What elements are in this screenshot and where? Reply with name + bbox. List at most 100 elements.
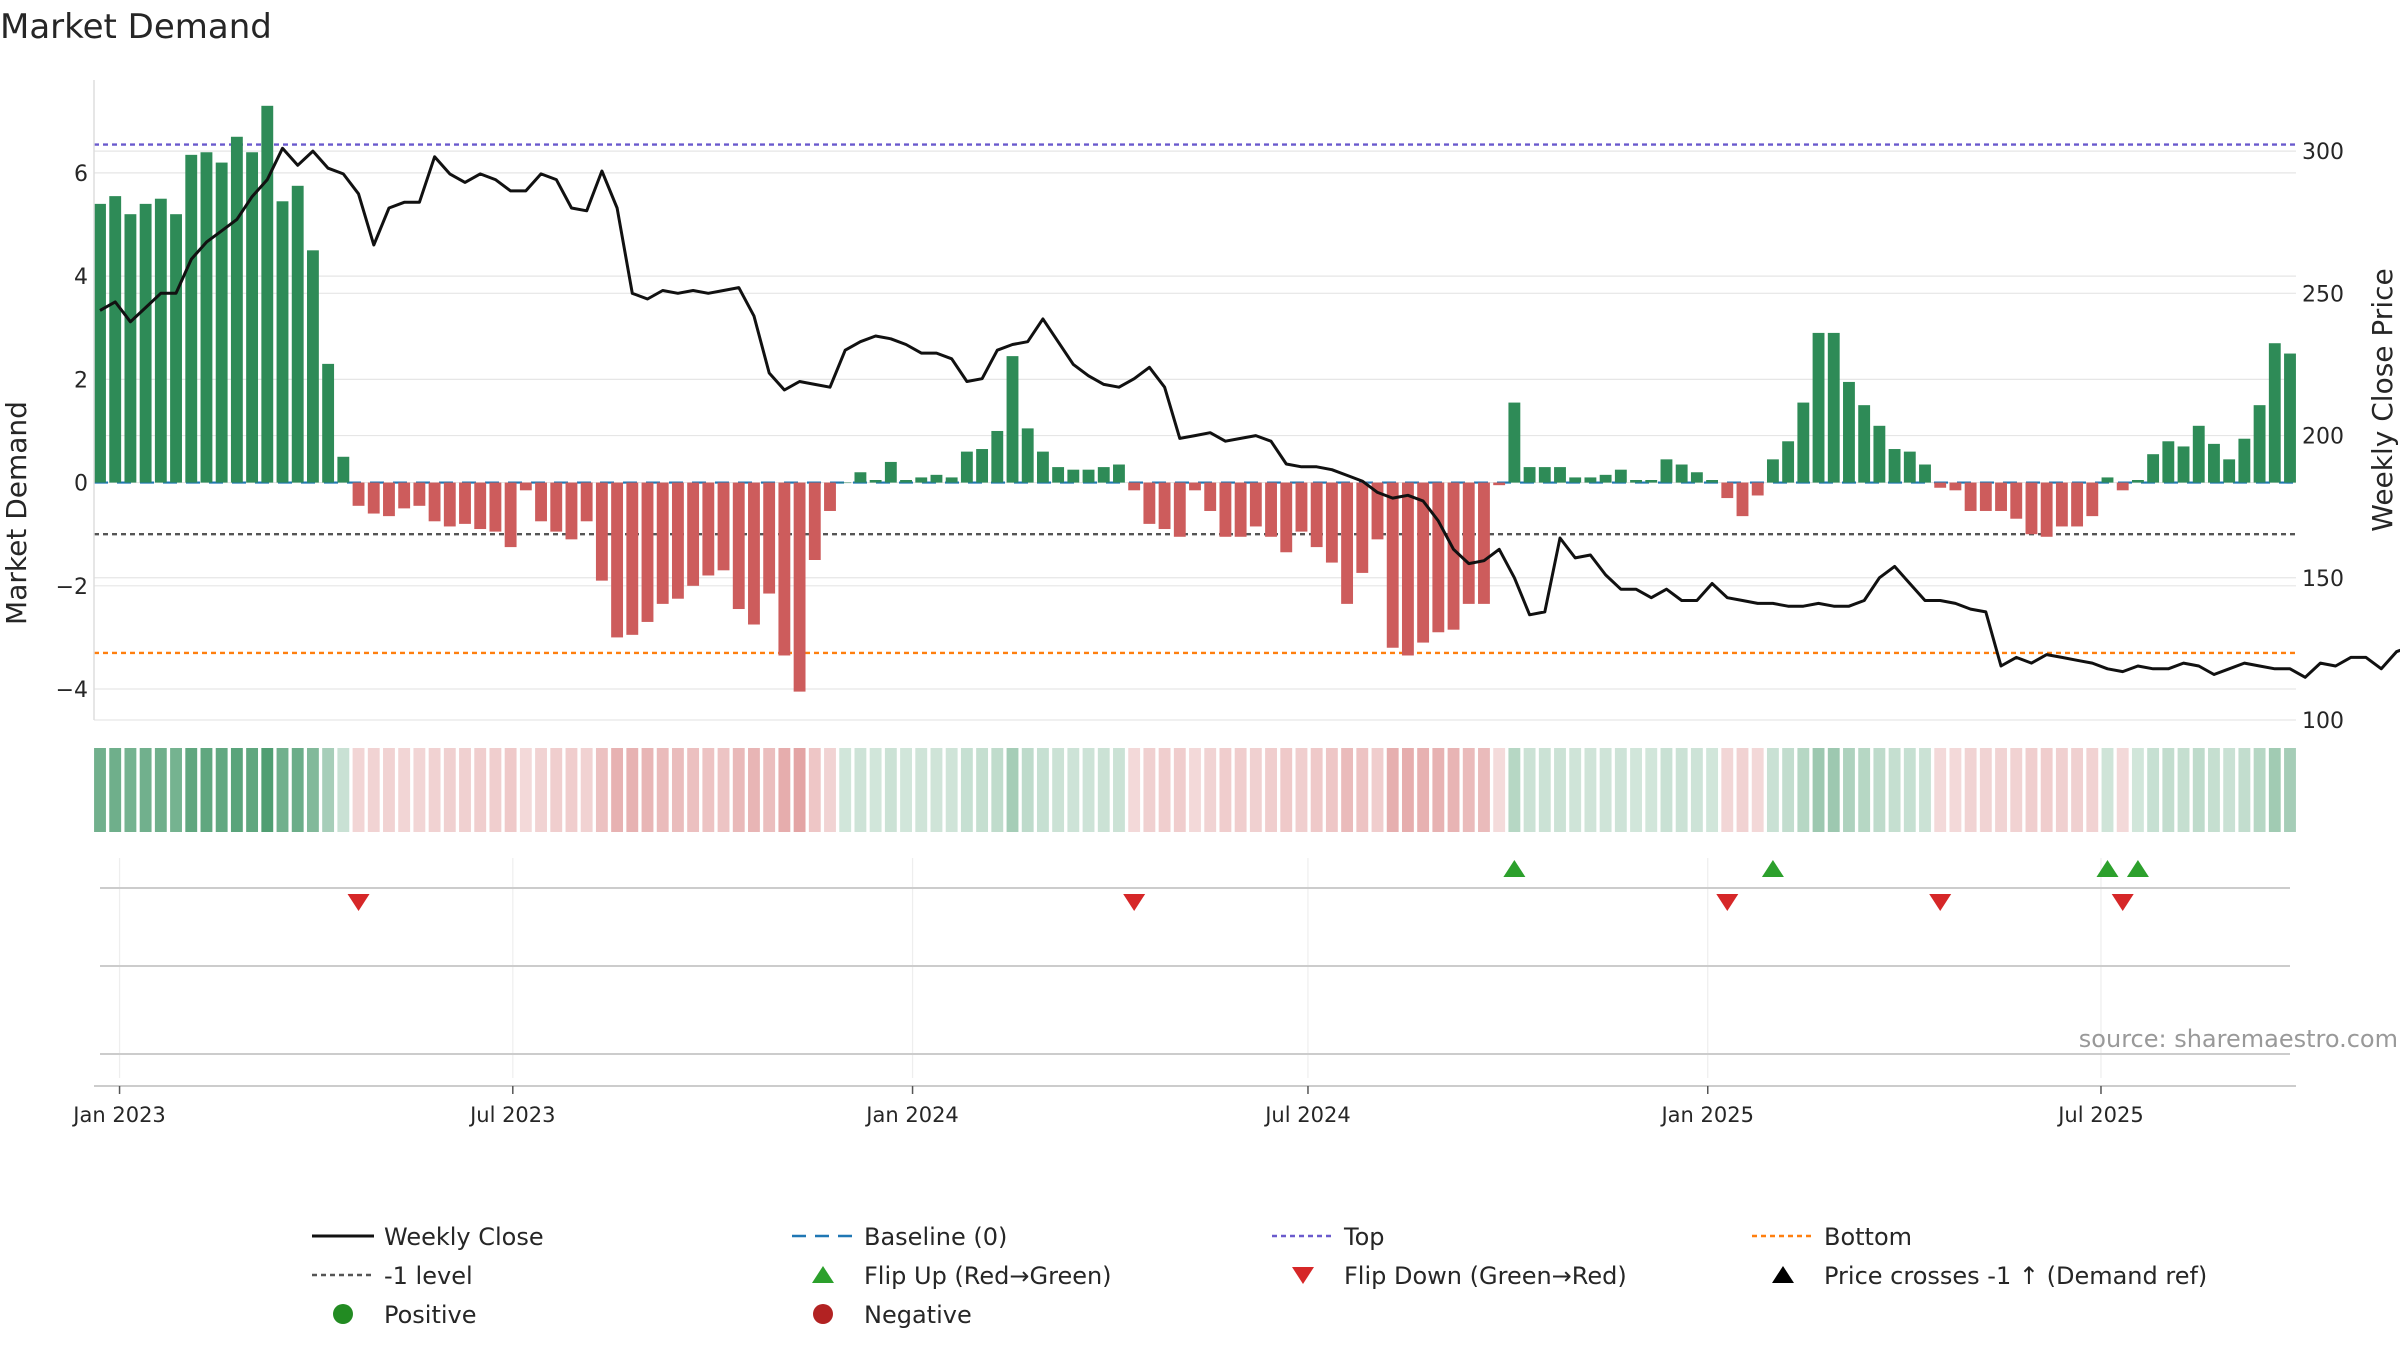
strip-cell <box>960 748 973 832</box>
strip-cell <box>1325 748 1338 832</box>
demand-bar <box>1386 482 1399 648</box>
demand-bar <box>1173 482 1186 537</box>
strip-cell <box>504 748 517 832</box>
demand-bar <box>702 482 715 576</box>
demand-bar <box>1690 472 1703 483</box>
strip-cell <box>1995 748 2007 832</box>
strip-cell <box>1341 748 1354 832</box>
strip-cell <box>1751 748 1764 832</box>
strip-cell <box>687 748 700 832</box>
demand-bar <box>1523 467 1536 483</box>
chart-title: Market Demand <box>0 7 272 47</box>
demand-bar <box>1858 405 1871 483</box>
strip-cell <box>732 748 745 832</box>
demand-bar <box>1341 482 1354 604</box>
y2-tick-label: 200 <box>2302 425 2344 450</box>
strip-cell <box>991 748 1004 832</box>
legend-label: Price crosses -1 ↑ (Demand ref) <box>1824 1262 2207 1290</box>
strip-cell <box>1006 748 1019 832</box>
legend-label: Flip Up (Red→Green) <box>864 1262 1112 1290</box>
demand-bar <box>991 430 1004 483</box>
flip-up-marker <box>1761 860 1784 877</box>
strip-cell <box>1493 748 1506 832</box>
strip-cell <box>1979 748 1992 832</box>
legend-swatch <box>812 1266 834 1283</box>
strip-cell <box>306 748 319 832</box>
demand-bar <box>565 482 578 540</box>
demand-bars <box>94 105 2296 692</box>
demand-strip <box>94 748 2296 832</box>
demand-bar <box>1964 482 1977 511</box>
demand-bar <box>1584 477 1597 483</box>
strip-cell <box>1782 748 1795 832</box>
y-tick-label: 6 <box>74 162 88 187</box>
demand-bar <box>930 474 943 483</box>
strip-cell <box>1903 748 1916 832</box>
strip-cell <box>1797 748 1810 832</box>
strip-cell <box>1858 748 1871 832</box>
strip-cell <box>1721 748 1734 832</box>
demand-bar <box>1082 469 1095 483</box>
demand-bar <box>1143 482 1156 524</box>
legend-label: -1 level <box>384 1262 473 1290</box>
demand-bar <box>474 482 487 530</box>
demand-bar <box>748 482 760 625</box>
strip-cell <box>1432 748 1445 832</box>
demand-bar <box>124 214 137 483</box>
demand-bar <box>945 477 958 483</box>
strip-cell <box>428 748 441 832</box>
strip-cell <box>230 748 243 832</box>
strip-cell <box>1645 748 1658 832</box>
demand-bar <box>1599 474 1612 483</box>
demand-bar <box>1995 482 2007 511</box>
demand-bar <box>1538 467 1551 483</box>
demand-bar <box>139 203 152 483</box>
strip-cell <box>1447 748 1460 832</box>
demand-bar <box>808 482 821 560</box>
flip-down-marker <box>2111 894 2134 911</box>
strip-cell <box>1462 748 1475 832</box>
demand-bar <box>230 136 243 483</box>
demand-bar <box>367 482 380 514</box>
demand-bar <box>763 482 776 594</box>
demand-bar <box>215 162 228 483</box>
reference-levels <box>94 143 2296 655</box>
demand-bar <box>1021 428 1034 483</box>
demand-bar <box>246 152 259 483</box>
strip-cell <box>1401 748 1414 832</box>
strip-cell <box>170 748 182 832</box>
date-tick-label: Jan 2023 <box>71 1103 166 1127</box>
flip-up-marker <box>1503 860 1526 877</box>
demand-bar <box>2238 438 2251 483</box>
demand-bar <box>1630 480 1642 483</box>
strip-cell <box>1067 748 1080 832</box>
demand-bar <box>1006 356 1019 483</box>
legend-item-negative: Negative <box>813 1301 972 1329</box>
strip-cell <box>1706 748 1719 832</box>
strip-cell <box>1538 748 1551 832</box>
strip-cell <box>1097 748 1110 832</box>
demand-bar <box>2086 482 2099 517</box>
strip-cell <box>185 748 198 832</box>
strip-cell <box>671 748 684 832</box>
demand-bar <box>154 198 167 483</box>
demand-bar <box>2268 343 2281 483</box>
demand-bar <box>459 482 471 524</box>
legend-label: Top <box>1343 1223 1385 1251</box>
demand-bar <box>1766 459 1779 483</box>
strip-cell <box>2192 748 2205 832</box>
demand-bar <box>1706 480 1719 483</box>
strip-cell <box>1873 748 1886 832</box>
demand-bar <box>2010 482 2023 519</box>
strip-cell <box>246 748 259 832</box>
demand-bar <box>1417 482 1430 643</box>
demand-bar <box>185 154 198 483</box>
demand-bar <box>276 201 289 483</box>
y-tick-label: 2 <box>74 368 88 393</box>
legend-item-flip-down: Flip Down (Green→Red) <box>1292 1262 1627 1290</box>
strip-cell <box>1569 748 1582 832</box>
strip-cell <box>945 748 958 832</box>
strip-cell <box>763 748 776 832</box>
demand-bar <box>2040 482 2053 537</box>
